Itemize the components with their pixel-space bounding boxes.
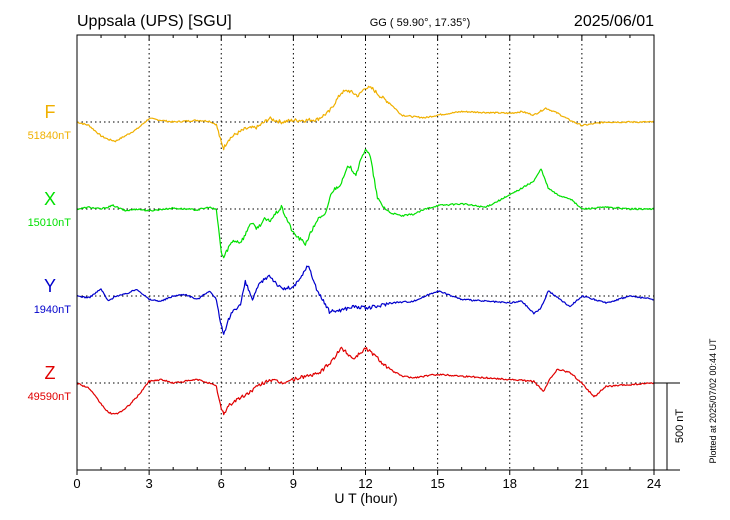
series-line-x bbox=[76, 148, 655, 259]
station-coordinates: GG ( 59.90°, 17.35°) bbox=[370, 17, 471, 29]
series-lines bbox=[76, 85, 655, 416]
scale-bar: 500 nT bbox=[654, 382, 686, 471]
component-labels: F 51840nT X 15010nT Y 1940nT Z 49590nT bbox=[28, 102, 72, 403]
x-tick-label: 6 bbox=[218, 476, 225, 491]
x-tick-label: 0 bbox=[73, 476, 80, 491]
x-axis-ticks: 0 3 6 9 12 15 18 21 24 bbox=[73, 35, 661, 491]
baseline-value-x: 15010nT bbox=[28, 217, 72, 229]
x-tick-label: 24 bbox=[647, 476, 661, 491]
x-tick-label: 9 bbox=[290, 476, 297, 491]
plotted-timestamp: Plotted at 2025/07/02 00:44 UT bbox=[708, 338, 718, 464]
series-line-y bbox=[76, 265, 655, 335]
plot-date: 2025/06/01 bbox=[574, 13, 654, 30]
series-line-f bbox=[76, 85, 655, 151]
baseline-value-f: 51840nT bbox=[28, 130, 72, 142]
series-line-z bbox=[76, 346, 655, 416]
x-tick-label: 21 bbox=[575, 476, 589, 491]
x-tick-label: 3 bbox=[146, 476, 153, 491]
x-tick-label: 15 bbox=[430, 476, 444, 491]
component-label-f: F bbox=[45, 102, 56, 122]
component-label-z: Z bbox=[45, 363, 56, 383]
scale-bar-label: 500 nT bbox=[674, 409, 686, 444]
baseline-value-z: 49590nT bbox=[28, 391, 72, 403]
component-label-x: X bbox=[44, 189, 56, 209]
grid bbox=[148, 35, 583, 470]
component-label-y: Y bbox=[44, 276, 56, 296]
baseline-value-y: 1940nT bbox=[34, 304, 72, 316]
station-title: Uppsala (UPS) [SGU] bbox=[77, 13, 232, 30]
x-axis-title: U T (hour) bbox=[334, 490, 397, 506]
x-tick-label: 18 bbox=[503, 476, 517, 491]
baselines bbox=[77, 121, 654, 384]
x-tick-label: 12 bbox=[358, 476, 372, 491]
